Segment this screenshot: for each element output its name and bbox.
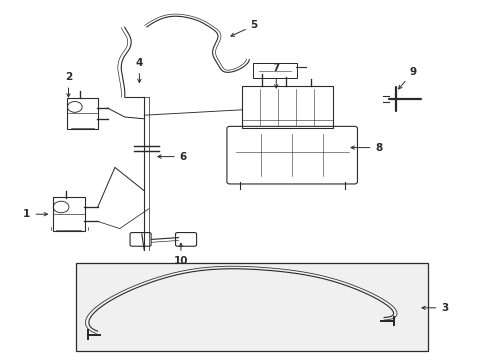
Text: 4: 4 bbox=[135, 58, 143, 82]
Text: 3: 3 bbox=[421, 303, 447, 313]
Text: 9: 9 bbox=[398, 67, 416, 89]
Bar bbox=[76, 263, 427, 351]
Text: 6: 6 bbox=[158, 152, 186, 162]
Text: 5: 5 bbox=[230, 20, 257, 36]
Text: 10: 10 bbox=[173, 243, 188, 266]
Text: 2: 2 bbox=[65, 72, 72, 97]
Text: 7: 7 bbox=[272, 63, 280, 88]
Text: 1: 1 bbox=[23, 209, 47, 219]
Text: 8: 8 bbox=[350, 143, 382, 153]
Bar bbox=[242, 86, 332, 128]
